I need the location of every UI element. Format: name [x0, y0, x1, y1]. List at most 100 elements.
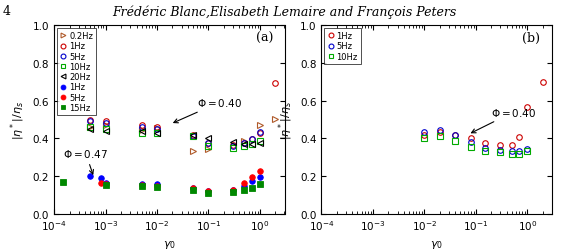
1Hz — [257, 176, 263, 179]
0.2Hz — [257, 124, 263, 127]
15Hz — [154, 186, 160, 189]
5Hz — [189, 187, 196, 190]
20Hz — [102, 130, 109, 133]
10Hz — [257, 140, 263, 143]
0.2Hz — [189, 150, 196, 152]
1Hz — [436, 131, 443, 134]
5Hz — [509, 150, 516, 152]
5Hz — [154, 128, 160, 131]
Text: (b): (b) — [522, 32, 541, 45]
1Hz — [205, 142, 212, 145]
15Hz — [257, 183, 263, 186]
5Hz — [138, 126, 145, 129]
Line: 0.2Hz: 0.2Hz — [87, 116, 278, 154]
15Hz — [249, 187, 255, 190]
0.2Hz — [241, 140, 248, 143]
15Hz — [138, 185, 145, 188]
10Hz — [516, 153, 523, 156]
10Hz — [452, 140, 459, 143]
20Hz — [205, 137, 212, 140]
Legend: 1Hz, 5Hz, 10Hz: 1Hz, 5Hz, 10Hz — [324, 29, 361, 65]
20Hz — [154, 132, 160, 134]
1Hz — [257, 132, 263, 134]
0.2Hz — [86, 126, 93, 129]
X-axis label: $\gamma_0$: $\gamma_0$ — [430, 238, 443, 250]
15Hz — [102, 184, 109, 187]
5Hz — [241, 181, 248, 184]
1Hz — [468, 137, 475, 140]
0.2Hz — [205, 148, 212, 150]
1Hz — [249, 138, 255, 141]
0.2Hz — [138, 129, 145, 132]
10Hz — [524, 150, 531, 152]
0.2Hz — [154, 127, 160, 130]
15Hz — [189, 189, 196, 192]
1Hz — [189, 134, 196, 138]
1Hz — [154, 183, 160, 186]
5Hz — [97, 182, 104, 185]
Legend: 0.2Hz, 1Hz, 5Hz, 10Hz, 20Hz, 1Hz, 5Hz, 15Hz: 0.2Hz, 1Hz, 5Hz, 10Hz, 20Hz, 1Hz, 5Hz, 1… — [56, 29, 96, 116]
Line: 1Hz: 1Hz — [87, 81, 278, 148]
10Hz — [154, 132, 160, 134]
1Hz — [524, 106, 531, 109]
5Hz — [524, 148, 531, 150]
10Hz — [189, 136, 196, 138]
10Hz — [421, 137, 428, 140]
5Hz — [189, 136, 196, 138]
20Hz — [138, 130, 145, 133]
Line: 5Hz: 5Hz — [98, 169, 263, 194]
5Hz — [230, 145, 237, 148]
5Hz — [249, 176, 255, 179]
Line: 5Hz: 5Hz — [422, 128, 530, 155]
5Hz — [497, 148, 504, 152]
5Hz — [102, 183, 109, 186]
Line: 5Hz: 5Hz — [87, 119, 263, 149]
5Hz — [230, 189, 237, 192]
15Hz — [241, 189, 248, 192]
X-axis label: $\gamma_0$: $\gamma_0$ — [163, 238, 176, 250]
1Hz — [102, 181, 109, 184]
1Hz — [539, 81, 546, 84]
1Hz — [138, 183, 145, 186]
1Hz — [509, 144, 516, 147]
20Hz — [241, 143, 248, 146]
Line: 15Hz: 15Hz — [60, 179, 263, 196]
5Hz — [421, 131, 428, 134]
5Hz — [436, 129, 443, 132]
10Hz — [436, 136, 443, 138]
1Hz — [241, 142, 248, 145]
10Hz — [249, 143, 255, 146]
1Hz — [230, 189, 237, 192]
Line: 10Hz: 10Hz — [87, 125, 263, 151]
5Hz — [481, 146, 488, 150]
1Hz — [86, 175, 93, 178]
5Hz — [138, 184, 145, 187]
1Hz — [421, 134, 428, 136]
1Hz — [189, 187, 196, 190]
Line: 1Hz: 1Hz — [87, 174, 263, 194]
0.2Hz — [272, 118, 279, 120]
10Hz — [138, 132, 145, 134]
5Hz — [257, 131, 263, 134]
Text: $\Phi = 0.40$: $\Phi = 0.40$ — [174, 97, 242, 123]
1Hz — [205, 190, 212, 193]
1Hz — [497, 144, 504, 147]
10Hz — [468, 146, 475, 149]
Text: 4: 4 — [3, 5, 11, 18]
1Hz — [102, 120, 109, 123]
5Hz — [249, 138, 255, 141]
5Hz — [86, 120, 93, 123]
5Hz — [241, 142, 248, 145]
20Hz — [249, 143, 255, 146]
5Hz — [516, 150, 523, 153]
Text: $\Phi = 0.47$: $\Phi = 0.47$ — [63, 148, 108, 174]
Line: 20Hz: 20Hz — [87, 126, 263, 147]
5Hz — [452, 134, 459, 138]
Line: 10Hz: 10Hz — [422, 134, 530, 158]
10Hz — [509, 153, 516, 156]
1Hz — [241, 185, 248, 188]
10Hz — [481, 150, 488, 152]
15Hz — [230, 191, 237, 194]
1Hz — [154, 126, 160, 129]
10Hz — [230, 146, 237, 150]
